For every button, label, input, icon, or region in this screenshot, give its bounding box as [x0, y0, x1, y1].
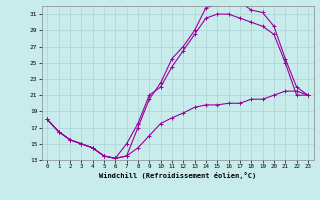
X-axis label: Windchill (Refroidissement éolien,°C): Windchill (Refroidissement éolien,°C) [99, 172, 256, 179]
